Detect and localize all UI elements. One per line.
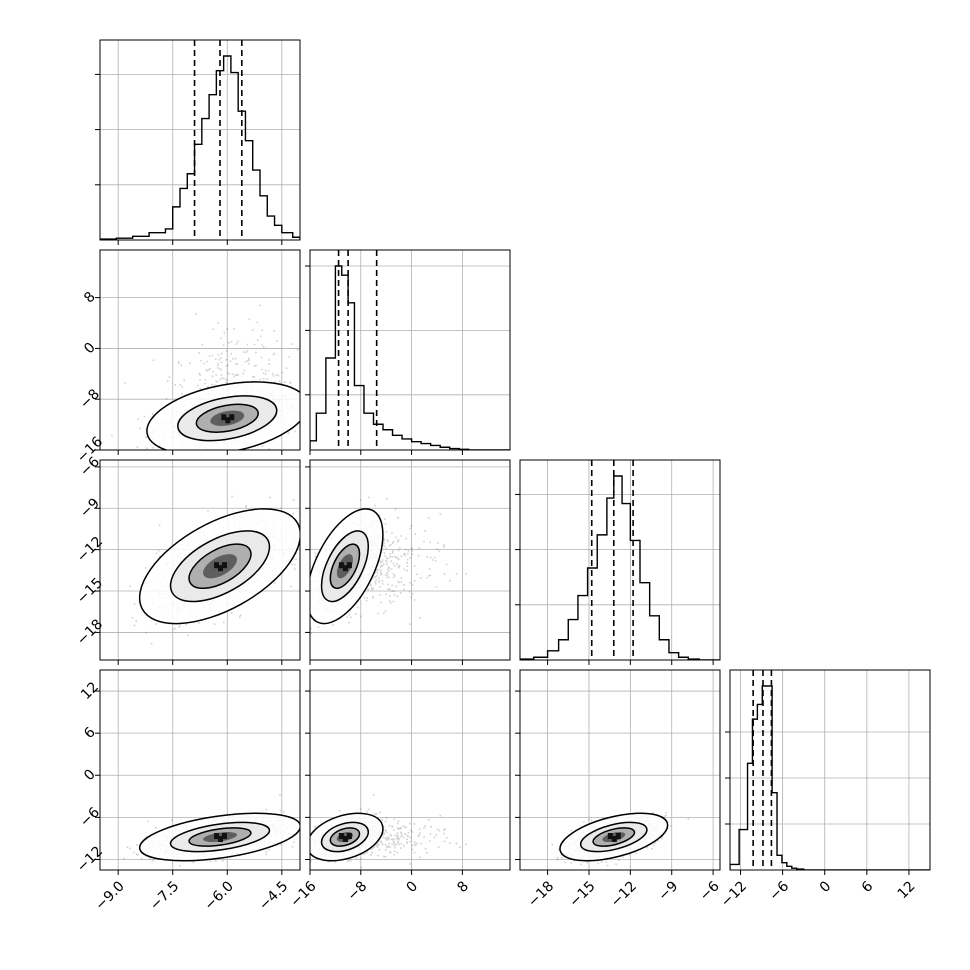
histogram-2: [520, 475, 720, 660]
y-tick-label: 8: [81, 289, 99, 307]
panel-frame: [99, 39, 301, 241]
panel-frame: [309, 459, 511, 661]
histogram-0: [100, 55, 300, 240]
hist-panel-0: [95, 39, 301, 245]
y-tick-label: −18: [74, 616, 106, 648]
y-tick-label: −9: [77, 495, 103, 521]
histogram-3: [730, 685, 930, 870]
panel-frame: [99, 249, 301, 451]
x-tick-label: 12: [895, 878, 919, 902]
panel-frame: [519, 669, 721, 871]
y-tick-label: 0: [81, 766, 99, 784]
y-tick-label: 12: [78, 679, 102, 703]
y-tick-label: −12: [74, 534, 106, 566]
x-tick-label: 0: [817, 878, 835, 896]
density-core: [218, 565, 223, 572]
y-tick-label: −12: [74, 843, 106, 875]
density-core: [338, 833, 344, 840]
panel-frame: [309, 249, 511, 451]
x-tick-label: −4.5: [256, 878, 291, 913]
density-core: [607, 833, 613, 840]
y-tick-label: −6: [77, 804, 103, 830]
density-core: [229, 414, 235, 421]
x-tick-label: −12: [608, 878, 640, 910]
density-core: [222, 833, 227, 840]
panel-frame: [519, 459, 721, 661]
density-core: [611, 836, 617, 843]
scatter-panel-1-0: −16−808: [74, 249, 301, 466]
x-tick-label: −12: [718, 878, 750, 910]
scatter-panel-3-2: −18 −15 −12 −9 −6: [515, 669, 723, 911]
hist-panel-2: [515, 459, 721, 665]
x-tick-label: 6: [859, 878, 877, 896]
y-tick-label: −8: [77, 386, 103, 412]
scatter-panel-3-0: −9.0 −7.5 −6.0 −4.5 −12 −6 0 6 12: [74, 669, 301, 914]
x-tick-label: 0: [404, 878, 422, 896]
density-core: [342, 836, 348, 843]
hist-panel-3: −12 −6 0 6 12: [718, 669, 931, 911]
density-core: [346, 833, 352, 840]
x-tick-label: −7.5: [147, 878, 182, 913]
panel-frame: [729, 669, 931, 871]
x-tick-label: −6: [766, 878, 792, 904]
x-tick-label: −6.0: [202, 878, 237, 913]
panel-frame: [99, 669, 301, 871]
scatter-panel-2-1: [305, 459, 511, 665]
x-tick-label: −18: [525, 878, 557, 910]
x-tick-label: 8: [454, 878, 472, 896]
x-tick-label: −9.0: [92, 878, 127, 913]
density-core: [214, 562, 219, 569]
y-tick-label: −15: [74, 575, 106, 607]
density-core: [221, 414, 227, 421]
panel-frame: [309, 669, 511, 871]
y-tick-label: 0: [81, 340, 99, 358]
density-core: [214, 833, 219, 840]
x-tick-label: −9: [655, 878, 681, 904]
density-core: [615, 833, 621, 840]
density-core: [342, 565, 348, 572]
scatter-panel-3-1: −16 −8 0 8: [287, 669, 511, 911]
density-core: [338, 562, 344, 569]
density-core: [218, 836, 223, 843]
y-tick-label: 6: [81, 724, 99, 742]
density-core: [222, 562, 227, 569]
panel-frame: [99, 459, 301, 661]
x-tick-label: −8: [344, 878, 370, 904]
histogram-1: [310, 265, 510, 450]
x-tick-label: −15: [566, 878, 598, 910]
hist-panel-1: [305, 249, 511, 455]
x-tick-label: −16: [287, 878, 319, 910]
density-core: [346, 562, 352, 569]
density-core: [225, 417, 231, 424]
